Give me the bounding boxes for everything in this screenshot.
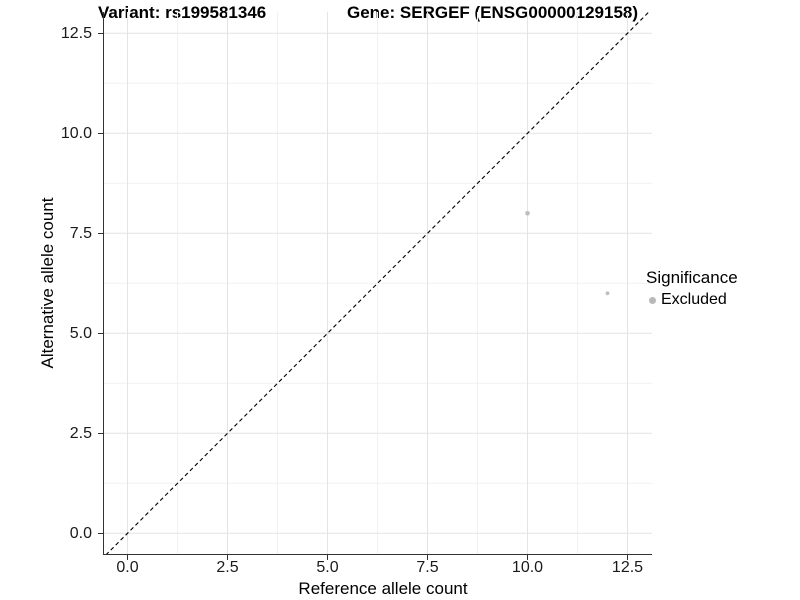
y-tick-mark	[98, 532, 103, 534]
legend-item: Excluded	[646, 291, 738, 309]
x-tick-mark	[427, 555, 428, 560]
y-tick-label: 12.5	[60, 24, 92, 42]
y-tick-mark	[98, 232, 103, 234]
y-tick-label: 10.0	[60, 124, 92, 142]
plot-title-gene: Gene: SERGEF (ENSG00000129158)	[347, 3, 639, 22]
plot-panel	[103, 12, 652, 555]
y-tick-mark	[98, 432, 103, 434]
x-tick-mark	[227, 555, 228, 560]
y-tick-mark	[98, 32, 103, 34]
legend-items: Excluded	[646, 291, 738, 309]
legend-title: Significance	[646, 268, 738, 287]
x-tick-mark	[127, 555, 128, 560]
y-tick-mark	[98, 132, 103, 134]
x-tick-label: 5.0	[316, 559, 339, 576]
legend-point-icon	[649, 296, 656, 304]
x-tick-label: 2.5	[216, 559, 239, 576]
y-tick-label: 5.0	[69, 324, 92, 342]
x-tick-label: 12.5	[611, 559, 644, 576]
y-tick-label: 7.5	[69, 224, 92, 242]
x-tick-label: 7.5	[416, 559, 439, 576]
plot-title-variant: Variant: rs199581346	[98, 3, 267, 22]
x-tick-label: 0.0	[116, 559, 139, 576]
x-tick-mark	[327, 555, 328, 560]
legend-item-label: Excluded	[661, 291, 727, 308]
identity-line	[105, 12, 650, 555]
legend: Significance Excluded	[646, 268, 738, 309]
data-point	[605, 291, 610, 296]
data-point	[525, 211, 530, 216]
y-tick-mark	[98, 332, 103, 334]
x-tick-label: 10.0	[511, 559, 544, 576]
x-tick-mark	[627, 555, 628, 560]
plot-area	[103, 12, 652, 555]
x-axis-title: Reference allele count	[298, 579, 468, 598]
x-tick-mark	[527, 555, 528, 560]
y-tick-label: 0.0	[69, 524, 92, 542]
y-tick-label: 2.5	[69, 424, 92, 442]
